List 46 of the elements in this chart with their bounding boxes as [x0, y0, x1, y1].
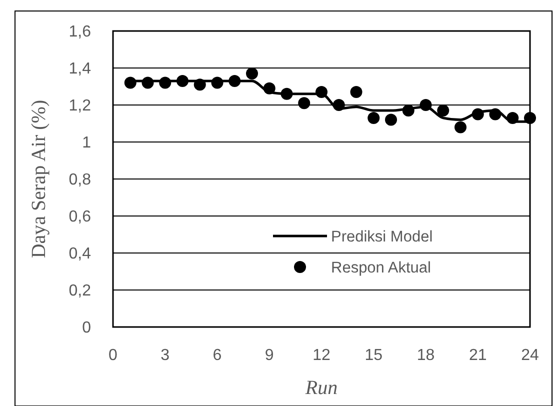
point — [420, 99, 432, 111]
point — [402, 104, 414, 117]
y-tick-label: 1,2 — [68, 98, 92, 115]
y-tick-label: 1,4 — [68, 60, 92, 78]
point — [489, 108, 502, 120]
x-tick-label: 15 — [364, 347, 383, 364]
y-tick-label: 1 — [82, 134, 92, 152]
x-tick-label: 21 — [468, 347, 487, 364]
point — [316, 86, 328, 98]
point — [159, 76, 172, 89]
point — [263, 82, 276, 94]
y-tick-label: 0,6 — [68, 208, 92, 226]
point — [176, 74, 188, 87]
x-tick-label: 0 — [108, 347, 118, 364]
x-tick-label: 24 — [521, 347, 539, 364]
x-axis-title: Run — [304, 377, 338, 399]
point — [298, 97, 310, 110]
point — [437, 104, 450, 117]
y-tick-label: 0,8 — [68, 172, 92, 189]
x-tick-label: 6 — [212, 347, 222, 364]
point — [194, 78, 206, 91]
x-tick-label: 9 — [264, 347, 274, 364]
x-tick-label: 3 — [160, 347, 170, 364]
point — [472, 108, 484, 120]
point — [142, 76, 154, 89]
point — [385, 114, 397, 126]
point — [332, 99, 345, 111]
y-tick-label: 1,6 — [68, 24, 92, 41]
point — [506, 112, 519, 124]
point — [124, 76, 136, 89]
y-tick-label: 0,4 — [68, 246, 92, 263]
legend-label: Respon Aktual — [331, 259, 431, 276]
point — [368, 112, 380, 124]
point — [454, 121, 466, 134]
x-tick-label: 18 — [416, 347, 435, 364]
x-tick-label: 12 — [312, 347, 330, 364]
point — [211, 76, 224, 89]
point — [350, 86, 362, 98]
point — [228, 74, 241, 87]
point — [524, 112, 536, 124]
point — [280, 88, 293, 100]
legend-label: Prediksi Model — [331, 228, 433, 246]
point — [246, 68, 258, 80]
y-tick-label: 0 — [82, 320, 92, 337]
y-axis-title: Daya Serap Air (%) — [28, 100, 50, 258]
y-tick-label: 0,2 — [68, 282, 92, 300]
